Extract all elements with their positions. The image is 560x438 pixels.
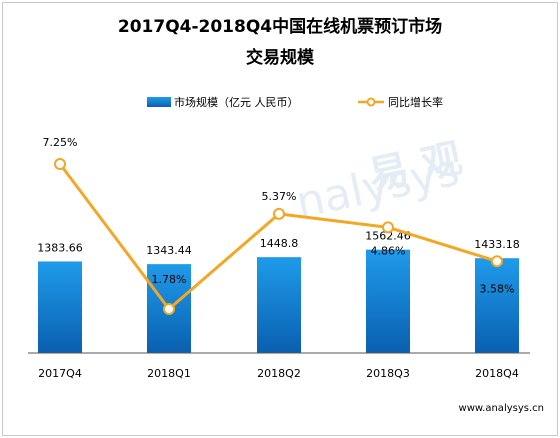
x-tick-label: 2018Q3 <box>366 367 410 380</box>
growth-point <box>491 255 503 268</box>
bar-value-label: 1562.46 <box>365 230 411 243</box>
legend-bar-label: 市场规模（亿元 人民币） <box>174 95 299 109</box>
growth-point <box>382 221 394 234</box>
bar <box>38 261 82 353</box>
bar <box>475 258 519 353</box>
growth-value-label: 3.58% <box>480 282 515 295</box>
watermark: nalysys 易 观 <box>292 135 466 229</box>
bar-value-label: 1433.18 <box>474 238 520 251</box>
chart-title-line1: 2017Q4-2018Q4中国在线机票预订市场 <box>117 17 443 37</box>
growth-value-label: 4.86% <box>371 244 406 257</box>
growth-value-label: 5.37% <box>262 190 297 203</box>
legend-bar-swatch <box>147 97 171 107</box>
source-text: www.analysys.cn <box>458 403 544 414</box>
growth-value-label: 7.25% <box>43 136 78 149</box>
legend-line-label: 同比增长率 <box>388 95 443 109</box>
growth-point <box>273 207 285 220</box>
bar-value-label: 1448.8 <box>260 237 299 250</box>
bar <box>366 249 410 353</box>
x-tick-label: 2017Q4 <box>38 367 82 380</box>
bar <box>257 257 301 353</box>
chart-title-line2: 交易规模 <box>246 48 314 68</box>
growth-point <box>54 158 66 170</box>
x-tick-label: 2018Q4 <box>475 367 519 380</box>
bar-value-label: 1383.66 <box>37 241 83 254</box>
legend-line-marker <box>366 97 376 107</box>
growth-value-label: 1.78% <box>152 273 187 286</box>
x-tick-label: 2018Q2 <box>257 367 301 380</box>
x-tick-label: 2018Q1 <box>147 367 191 380</box>
growth-point <box>163 303 175 315</box>
bar-value-label: 1343.44 <box>146 244 192 257</box>
legend: 市场规模（亿元 人民币） 同比增长率 <box>147 95 443 109</box>
